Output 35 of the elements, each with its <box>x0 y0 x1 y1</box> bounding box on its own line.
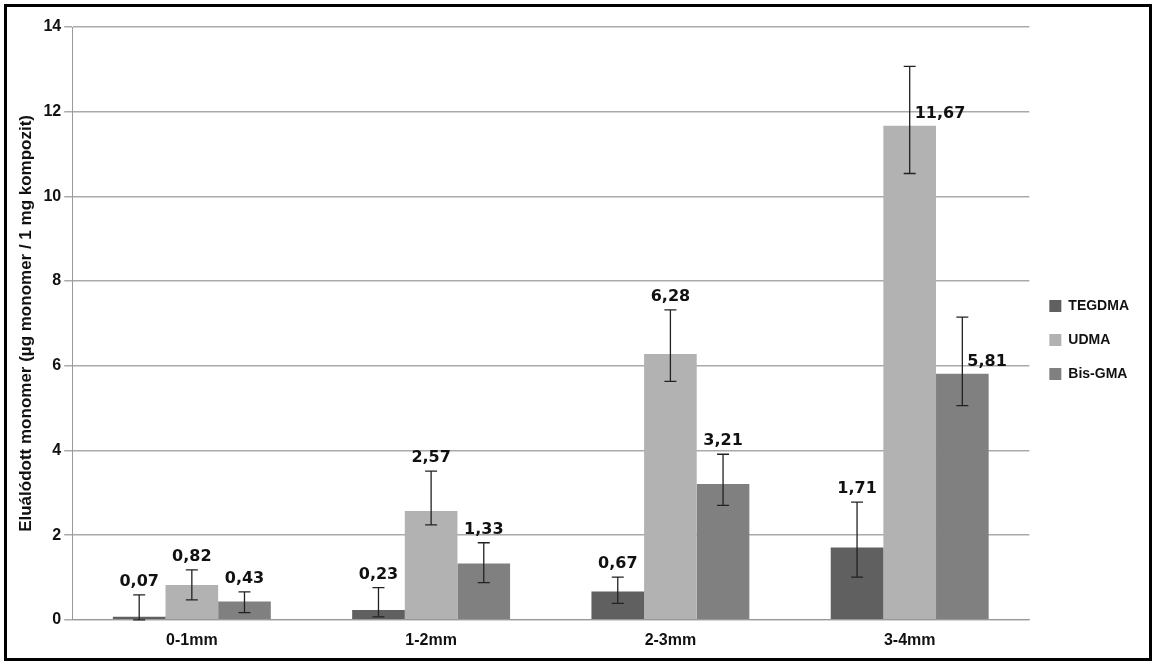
data-label: 1,71 <box>837 478 877 498</box>
bar <box>696 483 750 620</box>
y-tick-label: 2 <box>52 525 62 543</box>
x-tick-label: 0-1mm <box>166 630 218 648</box>
y-tick-label: 10 <box>43 186 62 204</box>
x-tick-label: 1-2mm <box>405 630 457 648</box>
bar <box>352 610 405 620</box>
data-label: 1,33 <box>464 518 504 538</box>
y-tick-label: 6 <box>52 356 62 374</box>
x-tick-label: 2-3mm <box>644 630 697 648</box>
bar <box>591 591 645 620</box>
data-label: 0,82 <box>172 545 212 565</box>
bar <box>218 601 271 620</box>
y-tick-label: 0 <box>52 610 62 628</box>
x-tick-label: 3-4mm <box>883 630 936 648</box>
data-label: 2,57 <box>411 447 451 467</box>
data-label: 0,67 <box>598 553 638 573</box>
bar <box>830 547 884 620</box>
legend-label: Bis-GMA <box>1068 364 1128 381</box>
data-label: 3,21 <box>703 430 743 450</box>
data-label: 0,23 <box>358 563 399 583</box>
legend-label: TEGDMA <box>1068 296 1130 313</box>
bar <box>457 563 511 620</box>
data-label: 0,07 <box>119 570 159 590</box>
y-axis-title: Eluálódott monomer (µg monomer / 1 mg kompozit) <box>15 114 35 532</box>
y-tick-label: 12 <box>43 102 62 120</box>
data-label: 5,81 <box>967 350 1007 370</box>
data-label: 11,67 <box>914 102 966 122</box>
y-tick-label: 4 <box>52 440 62 458</box>
legend-label: UDMA <box>1068 330 1111 347</box>
data-label: 6,28 <box>650 286 691 306</box>
y-tick-label: 8 <box>52 271 62 289</box>
bar <box>936 373 989 620</box>
data-label: 0,43 <box>224 568 265 588</box>
y-tick-label: 14 <box>43 17 62 35</box>
